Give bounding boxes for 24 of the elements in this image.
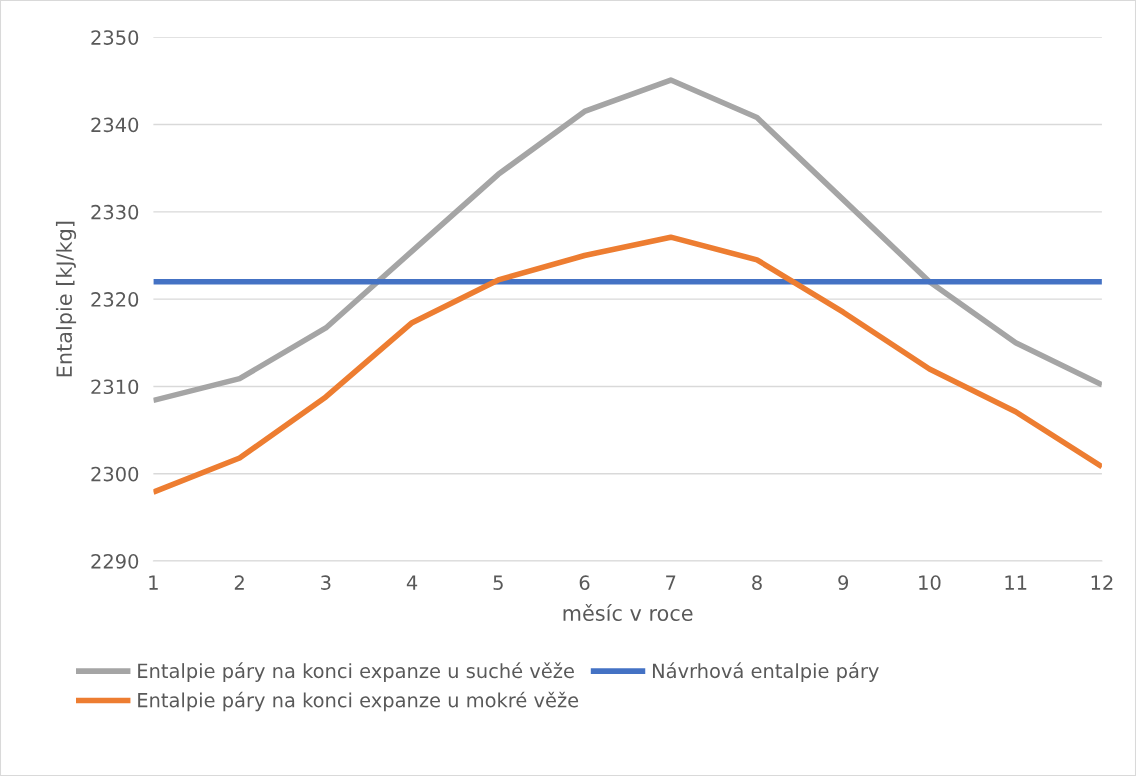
x-tick-label: 1 bbox=[149, 575, 158, 590]
y-tick-label: 2290 bbox=[91, 554, 139, 569]
y-tick-label: 2320 bbox=[91, 292, 139, 307]
x-tick-label: 9 bbox=[838, 575, 849, 590]
y-tick-label: 2350 bbox=[91, 30, 139, 45]
x-tick-label: 11 bbox=[1005, 575, 1027, 590]
x-tick-label: 3 bbox=[321, 575, 331, 590]
y-tick-label: 2340 bbox=[91, 117, 139, 133]
x-tick-label: 5 bbox=[493, 575, 503, 590]
legend-label: Návrhová entalpie páry bbox=[652, 662, 879, 682]
x-tick-label: 7 bbox=[666, 575, 676, 590]
x-tick-label: 8 bbox=[752, 575, 762, 590]
y-tick-label: 2310 bbox=[91, 379, 139, 395]
y-axis-title: Entalpie [kJ/kg] bbox=[55, 221, 77, 377]
legend-label: Entalpie páry na konci expanze u mokré věže bbox=[138, 691, 579, 712]
legend-label: Entalpie páry na konci expanze u suché věže bbox=[138, 662, 574, 682]
x-tick-label: 4 bbox=[406, 575, 418, 590]
x-tick-label: 2 bbox=[234, 575, 244, 590]
x-tick-label: 6 bbox=[579, 575, 590, 590]
x-tick-label: 12 bbox=[1091, 575, 1113, 590]
y-tick-label: 2300 bbox=[91, 466, 139, 482]
x-tick-label: 10 bbox=[919, 575, 941, 590]
y-tick-label: 2330 bbox=[91, 204, 139, 220]
x-axis-title: měsíc v roce bbox=[563, 604, 693, 621]
